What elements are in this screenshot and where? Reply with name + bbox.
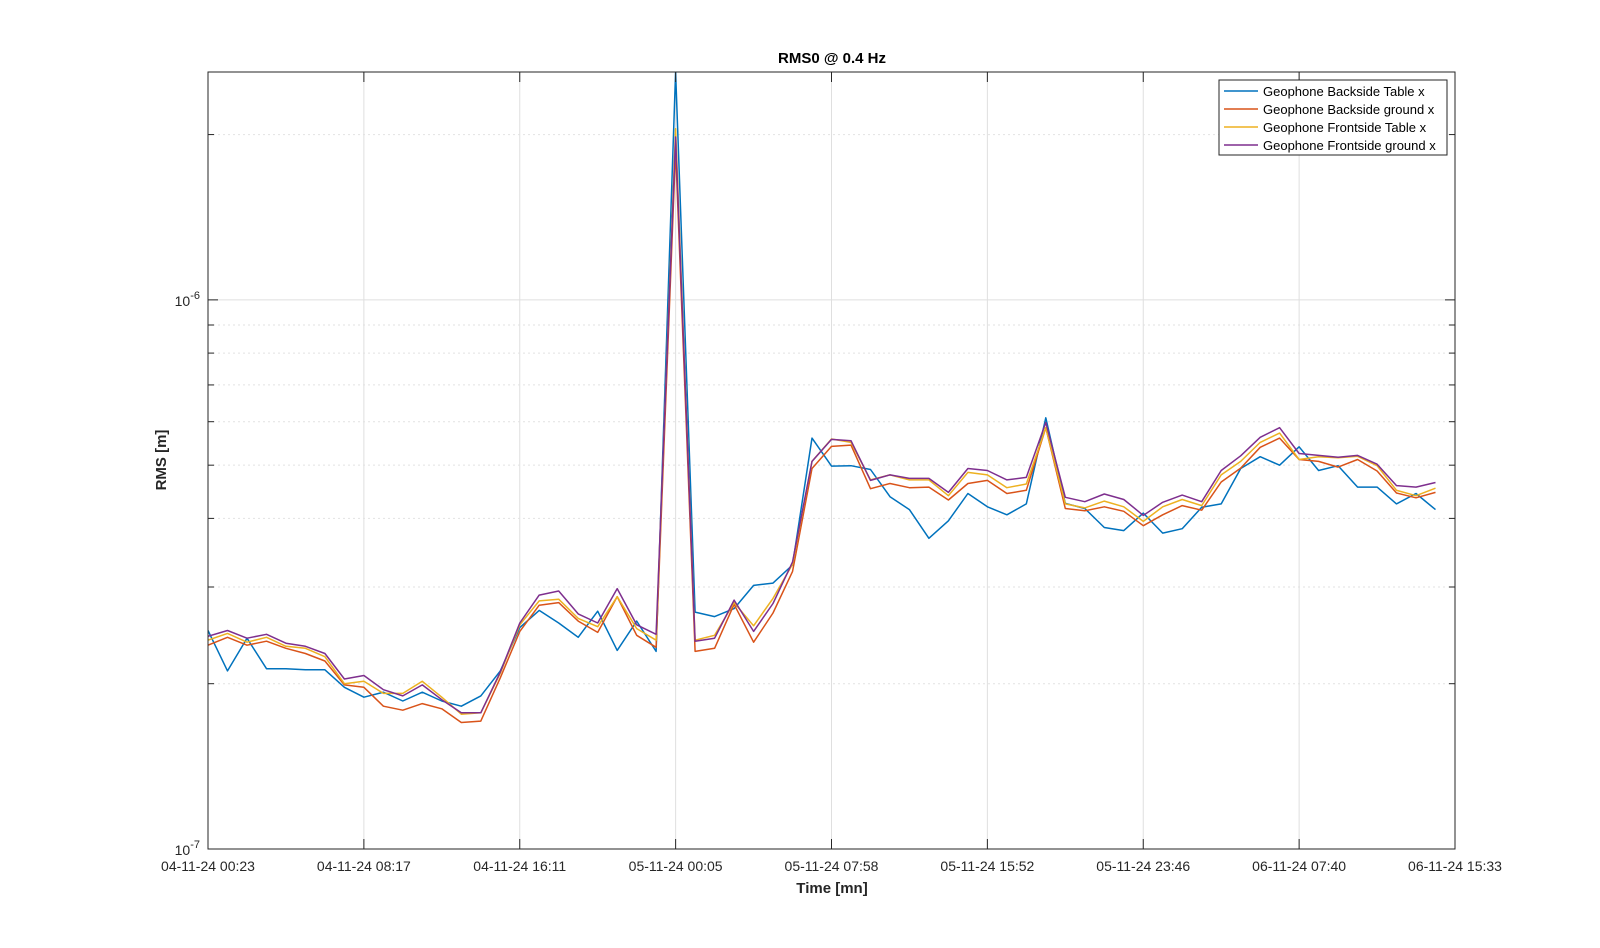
x-tick-label: 05-11-24 23:46 bbox=[1096, 858, 1190, 874]
legend-label: Geophone Backside Table x bbox=[1263, 84, 1425, 99]
series-line-1 bbox=[208, 72, 1436, 707]
x-tick-label: 05-11-24 15:52 bbox=[940, 858, 1034, 874]
axis-ticks bbox=[207, 72, 1456, 850]
x-tick-labels: 04-11-24 00:23 04-11-24 08:17 04-11-24 16:… bbox=[161, 858, 1502, 874]
series-lines bbox=[208, 72, 1436, 724]
x-tick-label: 05-11-24 00:05 bbox=[629, 858, 723, 874]
x-tick-label: 04-11-24 08:17 bbox=[317, 858, 411, 874]
x-axis-title: Time [mn] bbox=[796, 880, 867, 897]
x-tick-label: 06-11-24 15:33 bbox=[1408, 858, 1502, 874]
legend-box bbox=[1218, 79, 1448, 156]
legend: Geophone Backside Table x Geophone Backsi… bbox=[1218, 79, 1448, 156]
x-tick-label: 04-11-24 16:11 bbox=[473, 858, 566, 874]
legend-label: Geophone Frontside ground x bbox=[1263, 138, 1436, 153]
chart-title: RMS0 @ 0.4 Hz bbox=[778, 50, 886, 67]
legend-label: Geophone Frontside Table x bbox=[1263, 120, 1427, 135]
x-tick-label: 05-11-24 07:58 bbox=[785, 858, 879, 874]
x-tick-label: 04-11-24 00:23 bbox=[161, 858, 255, 874]
legend-label: Geophone Backside ground x bbox=[1263, 102, 1435, 117]
series-line-4 bbox=[208, 136, 1436, 714]
y-axis-title: RMS [m] bbox=[153, 430, 170, 491]
x-tick-label: 06-11-24 07:40 bbox=[1252, 858, 1346, 874]
grid bbox=[207, 72, 1456, 849]
series-line-2 bbox=[208, 148, 1436, 724]
